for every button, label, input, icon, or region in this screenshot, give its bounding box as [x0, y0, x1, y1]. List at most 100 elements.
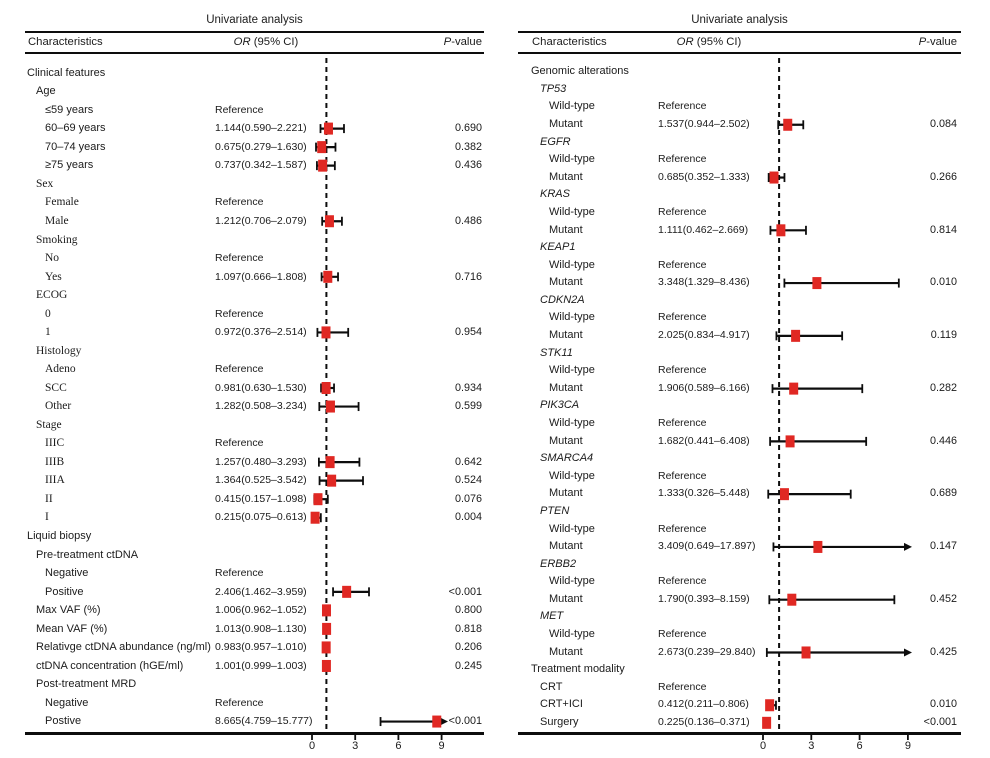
- row-label: 70–74 years: [45, 140, 106, 153]
- or-ci-text: Reference: [658, 575, 707, 588]
- row-label: II: [45, 492, 53, 505]
- or-ci-text: 0.412(0.211–0.806): [658, 698, 749, 711]
- row-label: Adeno: [45, 363, 76, 376]
- or-marker: [323, 122, 333, 135]
- row-label: PTEN: [540, 504, 570, 517]
- x-axis-line: [25, 732, 484, 735]
- p-value: 0.486: [454, 214, 482, 227]
- header-rule-bottom: [518, 52, 961, 54]
- axis-tick-label: 3: [808, 740, 815, 752]
- or-ci-text: Reference: [215, 307, 264, 320]
- row-label: Wild-type: [549, 628, 595, 641]
- axis-tick-label: 6: [395, 740, 402, 752]
- or-ci-text: Reference: [215, 363, 264, 376]
- or-marker: [787, 593, 797, 606]
- or-marker: [317, 141, 327, 154]
- or-marker: [812, 277, 822, 290]
- row-label: No: [45, 252, 60, 265]
- row-label: Wild-type: [549, 258, 595, 271]
- row-label: IIIC: [45, 437, 65, 450]
- or-marker: [813, 540, 823, 553]
- or-ci-text: 1.537(0.944–2.502): [658, 117, 750, 130]
- row-label: EGFR: [540, 135, 571, 148]
- row-label: KRAS: [540, 188, 570, 201]
- row-label: Mutant: [549, 592, 583, 605]
- or-marker: [762, 716, 772, 729]
- row-label: Wild-type: [549, 205, 595, 218]
- p-value: 0.010: [929, 698, 957, 711]
- or-ci-text: 1.333(0.326–5.448): [658, 487, 750, 500]
- or-marker: [325, 400, 335, 413]
- row-label: Wild-type: [549, 522, 595, 535]
- axis-tick-label: 0: [759, 740, 767, 752]
- row-label: CDKN2A: [540, 293, 585, 306]
- or-ci-text: 0.983(0.957–1.010): [215, 641, 307, 654]
- or-ci-text: 0.225(0.136–0.371): [658, 716, 750, 729]
- or-ci-text: Reference: [658, 364, 707, 377]
- row-label: Mutant: [549, 434, 583, 447]
- row-label: STK11: [540, 346, 573, 359]
- row-label: Mean VAF (%): [36, 622, 108, 635]
- p-header-rest: -value: [926, 36, 957, 48]
- row-label: TP53: [540, 82, 567, 95]
- row-label: Mutant: [549, 540, 583, 553]
- or-marker: [801, 646, 811, 659]
- row-label: ctDNA concentration (hGE/ml): [36, 659, 184, 672]
- p-value: 0.452: [929, 592, 957, 605]
- p-header-italic: P: [918, 36, 927, 48]
- p-value: 0.147: [929, 540, 957, 553]
- p-value: 0.206: [454, 641, 482, 654]
- panel-title: Univariate analysis: [691, 14, 788, 26]
- or-ci-text: Reference: [215, 252, 264, 265]
- row-label: Smoking: [36, 233, 78, 246]
- column-header-characteristics: Characteristics: [28, 36, 103, 48]
- row-label: CRT+ICI: [540, 698, 583, 711]
- p-value: 0.084: [929, 117, 957, 130]
- p-value: 0.524: [454, 474, 482, 487]
- or-marker: [323, 270, 333, 283]
- row-label: 60–69 years: [45, 122, 106, 135]
- row-label: ≤59 years: [45, 103, 94, 116]
- row-label: Female: [45, 196, 79, 209]
- row-label: SCC: [45, 381, 67, 394]
- row-label: Wild-type: [549, 153, 595, 166]
- or-ci-text: 1.364(0.525–3.542): [215, 474, 307, 487]
- row-label: Post-treatment MRD: [36, 678, 137, 691]
- row-label: Mutant: [549, 276, 583, 289]
- or-ci-text: Reference: [658, 522, 707, 535]
- or-marker: [776, 224, 786, 237]
- row-label: Clinical features: [27, 66, 106, 79]
- p-value: 0.689: [929, 487, 957, 500]
- p-value: 0.818: [454, 622, 482, 635]
- or-ci-text: 1.013(0.908–1.130): [215, 622, 307, 635]
- row-label: 0: [45, 307, 51, 320]
- row-label: Wild-type: [549, 364, 595, 377]
- p-value: 0.004: [454, 511, 482, 524]
- row-label: KEAP1: [540, 241, 576, 254]
- row-label: Yes: [45, 270, 62, 283]
- row-label: MET: [540, 610, 564, 623]
- p-value: 0.266: [929, 170, 957, 183]
- or-ci-text: 0.981(0.630–1.530): [215, 381, 307, 394]
- column-header-or: OR (95% CI): [624, 36, 794, 48]
- row-label: Negative: [45, 567, 89, 580]
- p-value: 0.800: [454, 604, 482, 617]
- or-marker: [313, 493, 323, 506]
- or-ci-text: Reference: [658, 417, 707, 429]
- row-label: Sex: [36, 177, 54, 190]
- row-label: CRT: [540, 680, 563, 693]
- header-rule-bottom: [25, 52, 484, 54]
- p-value: 0.954: [454, 326, 482, 339]
- or-ci-text: Reference: [658, 680, 707, 693]
- p-value: 0.599: [454, 400, 482, 413]
- or-ci-text: 2.406(1.462–3.959): [215, 585, 307, 598]
- or-ci-text: 0.415(0.157–1.098): [215, 492, 307, 505]
- row-label: Wild-type: [549, 575, 595, 588]
- row-label: ≥75 years: [45, 159, 94, 172]
- row-label: IIIB: [45, 455, 65, 468]
- or-header-italic: OR: [676, 36, 694, 48]
- or-ci-text: Reference: [215, 103, 264, 116]
- row-label: I: [45, 511, 49, 524]
- row-label: Other: [45, 400, 72, 413]
- or-marker: [321, 382, 331, 395]
